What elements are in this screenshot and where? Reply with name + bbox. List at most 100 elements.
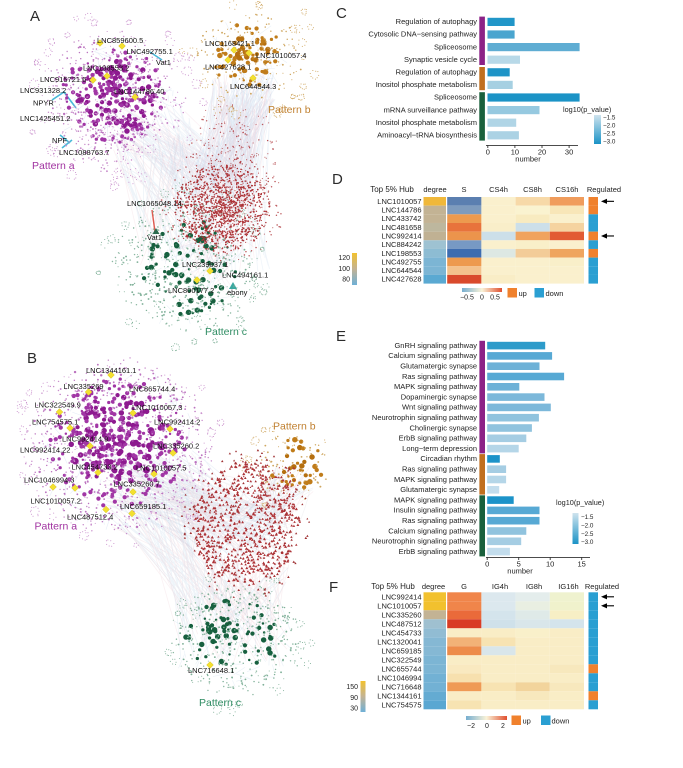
svg-text:Regulation of autophagy: Regulation of autophagy	[396, 68, 478, 77]
svg-text:−3.0: −3.0	[581, 539, 594, 546]
svg-text:LNC427628: LNC427628	[381, 275, 421, 284]
svg-text:LNC335260.7: LNC335260.7	[114, 480, 160, 489]
svg-text:LNC992414.2: LNC992414.2	[154, 418, 200, 427]
svg-text:LNC492755: LNC492755	[381, 257, 421, 266]
svg-text:LNC659185.1: LNC659185.1	[120, 502, 166, 511]
svg-text:CS4h: CS4h	[489, 185, 508, 194]
svg-text:100: 100	[338, 266, 350, 273]
svg-text:Pattern a: Pattern a	[35, 521, 78, 533]
svg-text:LNC427628.1: LNC427628.1	[205, 63, 251, 72]
svg-text:Cholinergic synapse: Cholinergic synapse	[409, 423, 477, 432]
svg-text:LNC198553: LNC198553	[381, 249, 421, 258]
svg-text:LNC754575: LNC754575	[381, 700, 421, 709]
svg-text:Pattern b: Pattern b	[268, 104, 311, 116]
svg-text:LNC1010057.2: LNC1010057.2	[31, 497, 81, 506]
svg-text:−3.0: −3.0	[603, 139, 616, 146]
svg-text:30: 30	[350, 706, 358, 713]
svg-text:LNC335269: LNC335269	[64, 382, 104, 391]
svg-text:−2.0: −2.0	[603, 123, 616, 130]
svg-text:LNC754575.1: LNC754575.1	[32, 418, 78, 427]
svg-text:LNC454733: LNC454733	[381, 628, 421, 637]
svg-text:up: up	[523, 717, 531, 726]
svg-text:Regulated: Regulated	[585, 582, 619, 591]
svg-text:−1.5: −1.5	[581, 514, 594, 521]
svg-text:Pattern c: Pattern c	[199, 697, 241, 709]
svg-text:−0.5: −0.5	[460, 295, 474, 302]
svg-text:0: 0	[486, 148, 490, 157]
svg-text:LNC644544.3: LNC644544.3	[230, 82, 276, 91]
svg-text:Vat1: Vat1	[156, 58, 171, 67]
svg-text:CS16h: CS16h	[556, 185, 579, 194]
svg-text:Spliceosome: Spliceosome	[434, 93, 477, 102]
svg-text:LNC1425451.2: LNC1425451.2	[20, 114, 70, 123]
svg-text:LNC859600.5: LNC859600.5	[97, 36, 143, 45]
svg-text:MAPK signaling pathway: MAPK signaling pathway	[394, 382, 477, 391]
svg-text:LNC433742: LNC433742	[381, 214, 421, 223]
svg-text:MAPK signaling pathway: MAPK signaling pathway	[394, 495, 477, 504]
svg-text:LNC454733.2: LNC454733.2	[72, 462, 118, 471]
svg-text:number: number	[515, 155, 541, 164]
svg-text:log10(p_value): log10(p_value)	[563, 105, 611, 114]
svg-text:G: G	[461, 582, 467, 591]
svg-text:150: 150	[346, 684, 358, 691]
svg-text:Long−term depression: Long−term depression	[402, 444, 477, 453]
svg-text:LNC800177.2: LNC800177.2	[168, 286, 214, 295]
svg-text:NPYR: NPYR	[33, 99, 54, 108]
svg-text:LNC992414: LNC992414	[381, 592, 421, 601]
svg-text:LNC992414.22: LNC992414.22	[20, 445, 70, 454]
svg-text:ErbB signaling pathway: ErbB signaling pathway	[399, 434, 478, 443]
svg-text:LNC716648: LNC716648	[381, 682, 421, 691]
svg-text:LNC239037.1: LNC239037.1	[182, 260, 228, 269]
svg-text:LNC1344161: LNC1344161	[377, 691, 421, 700]
svg-text:Pattern c: Pattern c	[205, 326, 247, 338]
svg-text:LNC1010057.5: LNC1010057.5	[136, 464, 186, 473]
svg-text:2: 2	[501, 723, 505, 730]
svg-text:Top 5% Hub: Top 5% Hub	[370, 185, 414, 194]
svg-text:LNC1046994: LNC1046994	[377, 673, 421, 682]
svg-text:LNC487512.4: LNC487512.4	[67, 512, 113, 521]
svg-text:0.5: 0.5	[490, 295, 500, 302]
svg-text:LNC644544: LNC644544	[381, 266, 421, 275]
svg-text:−2: −2	[467, 723, 475, 730]
svg-text:LNC1010057: LNC1010057	[377, 197, 421, 206]
svg-text:LNC659185: LNC659185	[381, 646, 421, 655]
svg-text:LNC884242: LNC884242	[381, 240, 421, 249]
svg-text:Wnt signaling pathway: Wnt signaling pathway	[402, 403, 477, 412]
svg-text:LNC1320041: LNC1320041	[377, 637, 421, 646]
svg-text:number: number	[507, 567, 533, 576]
svg-text:LNC1046994.3: LNC1046994.3	[24, 476, 74, 485]
svg-text:Dopaminergic synapse: Dopaminergic synapse	[401, 392, 477, 401]
svg-text:LNC1344161.1: LNC1344161.1	[86, 366, 136, 375]
svg-text:LNC335260.2: LNC335260.2	[153, 441, 199, 450]
svg-text:LNC1010057.3: LNC1010057.3	[132, 403, 182, 412]
svg-text:LNC1010057: LNC1010057	[377, 601, 421, 610]
svg-text:NPF: NPF	[52, 136, 67, 145]
svg-text:10: 10	[546, 560, 554, 569]
svg-text:Glutamatergic synapse: Glutamatergic synapse	[400, 485, 477, 494]
svg-text:Inositol phosphate metabolism: Inositol phosphate metabolism	[376, 80, 477, 89]
svg-text:LNC322549: LNC322549	[381, 655, 421, 664]
svg-text:S: S	[461, 185, 466, 194]
svg-text:mRNA surveillance pathway: mRNA surveillance pathway	[384, 105, 478, 114]
svg-text:LNC992414: LNC992414	[381, 231, 421, 240]
svg-text:Circadian rhythm: Circadian rhythm	[420, 454, 477, 463]
svg-text:Ras signaling pathway: Ras signaling pathway	[402, 372, 477, 381]
svg-text:IG4h: IG4h	[492, 582, 508, 591]
svg-text:LNC931328.2: LNC931328.2	[20, 86, 66, 95]
svg-text:LNC144786.40: LNC144786.40	[114, 87, 164, 96]
svg-text:down: down	[546, 289, 564, 298]
svg-text:Calcium signaling pathway: Calcium signaling pathway	[388, 351, 477, 360]
svg-text:F: F	[329, 579, 338, 596]
svg-text:B: B	[27, 350, 37, 367]
svg-text:Cytosolic DNA−sensing pathway: Cytosolic DNA−sensing pathway	[368, 30, 477, 39]
svg-text:MAPK signaling pathway: MAPK signaling pathway	[394, 475, 477, 484]
svg-text:CS8h: CS8h	[523, 185, 542, 194]
svg-text:Regulated: Regulated	[587, 185, 621, 194]
svg-text:Pattern a: Pattern a	[32, 160, 75, 172]
svg-text:120: 120	[338, 255, 350, 262]
svg-text:degree: degree	[423, 185, 446, 194]
svg-text:LNC865744.4: LNC865744.4	[129, 385, 175, 394]
svg-text:degree: degree	[422, 582, 445, 591]
svg-text:E: E	[336, 328, 346, 345]
svg-text:LNC1168421.1: LNC1168421.1	[205, 39, 255, 48]
